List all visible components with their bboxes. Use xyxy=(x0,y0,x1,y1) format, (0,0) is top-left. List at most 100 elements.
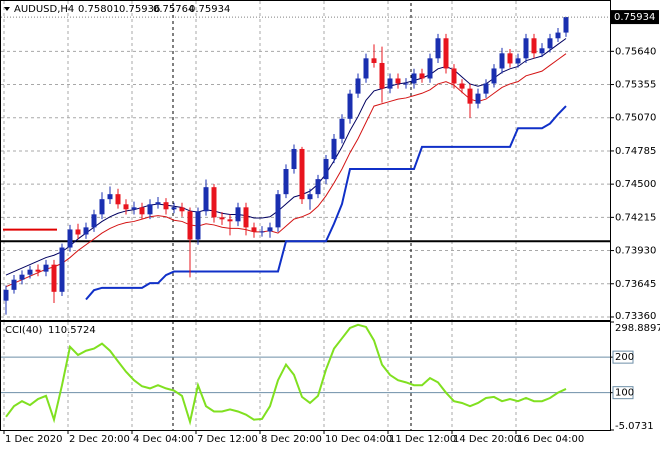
candle-body xyxy=(267,227,273,232)
x-tick-label: 16 Dec 04:00 xyxy=(517,434,584,445)
candle-body xyxy=(555,32,561,39)
candle-body xyxy=(419,73,425,79)
cci-frame xyxy=(0,321,611,431)
menu-icon xyxy=(4,7,10,11)
candle-body xyxy=(91,214,97,228)
candle-body xyxy=(371,58,377,63)
candle-body xyxy=(467,88,473,104)
candle-body xyxy=(515,58,521,64)
x-tick-label: 10 Dec 04:00 xyxy=(325,434,392,445)
candle-body xyxy=(99,199,105,215)
candle-body xyxy=(307,194,313,200)
axes: 0.75640 0.75355 0.75070 0.74785 0.74500 0.742… xyxy=(3,10,660,445)
grid xyxy=(1,1,610,430)
candle-body xyxy=(475,93,481,104)
y-tick-label: 0.75640 xyxy=(615,46,656,57)
candle-body xyxy=(387,78,393,89)
candle-body xyxy=(339,118,345,139)
candle-body xyxy=(3,289,9,301)
candle-body xyxy=(547,38,553,49)
candle-body xyxy=(379,62,385,89)
y-tick-label: -5.0731 xyxy=(615,421,654,432)
x-tick-label: 7 Dec 12:00 xyxy=(197,434,258,445)
last-high: 0.75936 xyxy=(119,4,160,15)
candle-body xyxy=(67,229,73,248)
candle-body xyxy=(35,269,41,272)
candle-body xyxy=(291,148,297,170)
last-low: 0.75764 xyxy=(153,4,194,15)
candle-body xyxy=(107,194,113,200)
candle-body xyxy=(491,68,497,84)
candle-body xyxy=(563,17,569,33)
indicator-line xyxy=(85,105,567,301)
level-label-box xyxy=(612,350,634,364)
candle-body xyxy=(83,227,89,235)
candle-body xyxy=(499,53,505,69)
candle-body xyxy=(315,179,321,195)
candle-body xyxy=(115,194,121,205)
candle-body xyxy=(203,187,209,212)
candle-body xyxy=(259,231,265,233)
y-tick-label: 0.75355 xyxy=(615,80,656,91)
x-tick-label: 2 Dec 20:00 xyxy=(69,434,130,445)
indicator-line xyxy=(5,53,567,288)
candle-body xyxy=(187,211,193,240)
candle-body xyxy=(355,78,361,94)
candle-body xyxy=(243,207,249,228)
candle-body xyxy=(147,204,153,215)
y-tick-label: 0.74500 xyxy=(615,179,656,190)
last-close: 0.75934 xyxy=(189,4,230,15)
candle-body xyxy=(179,207,185,212)
y-tick-label: 0.73930 xyxy=(615,246,656,257)
candle-body xyxy=(155,202,161,205)
candle-body xyxy=(403,83,409,85)
candle-body xyxy=(299,148,305,200)
candle-body xyxy=(331,138,337,159)
y-tick-label: 0.73360 xyxy=(615,311,656,322)
current-price-label: 0.75934 xyxy=(614,12,655,23)
y-tick-label: 100 xyxy=(615,388,634,399)
candle-body xyxy=(251,227,257,232)
candle-body xyxy=(347,93,353,119)
x-tick-label: 1 Dec 2020 xyxy=(5,434,63,445)
y-tick-label: 0.75070 xyxy=(615,113,656,124)
candle-body xyxy=(411,73,417,84)
candle-body xyxy=(163,202,169,210)
candle-body xyxy=(139,207,145,215)
candle-body xyxy=(75,229,81,235)
last-open: 0.75801 xyxy=(78,4,119,15)
y-tick-label: 200 xyxy=(615,352,634,363)
indicator-line xyxy=(5,323,567,426)
marks xyxy=(1,16,610,426)
level-label-box xyxy=(612,386,634,400)
cci-title: CCI(40) xyxy=(5,325,43,336)
x-tick-label: 14 Dec 20:00 xyxy=(453,434,520,445)
indicator-line xyxy=(5,38,567,276)
candle-body xyxy=(195,211,201,240)
candle-body xyxy=(443,38,449,69)
y-tick-label: 0.74785 xyxy=(615,146,656,157)
candle-body xyxy=(219,217,225,220)
candle-body xyxy=(459,83,465,89)
candle-body xyxy=(395,78,401,84)
candle-body xyxy=(275,194,281,228)
candle-body xyxy=(283,169,289,195)
candle-body xyxy=(123,204,129,210)
candle-body xyxy=(507,53,513,64)
y-tick-label: 0.73645 xyxy=(615,279,656,290)
candle-body xyxy=(171,207,177,210)
x-tick-label: 11 Dec 12:00 xyxy=(389,434,456,445)
candle-body xyxy=(235,207,241,222)
x-tick-label: 4 Dec 04:00 xyxy=(133,434,194,445)
candle-body xyxy=(211,187,217,218)
candle-body xyxy=(227,219,233,222)
candle-body xyxy=(43,264,49,272)
candle-body xyxy=(131,207,137,210)
candle-body xyxy=(523,38,529,59)
candle-body xyxy=(531,38,537,54)
current-price-box xyxy=(611,10,659,25)
candle-body xyxy=(19,274,25,280)
candle-body xyxy=(59,247,65,292)
candle-body xyxy=(323,158,329,180)
